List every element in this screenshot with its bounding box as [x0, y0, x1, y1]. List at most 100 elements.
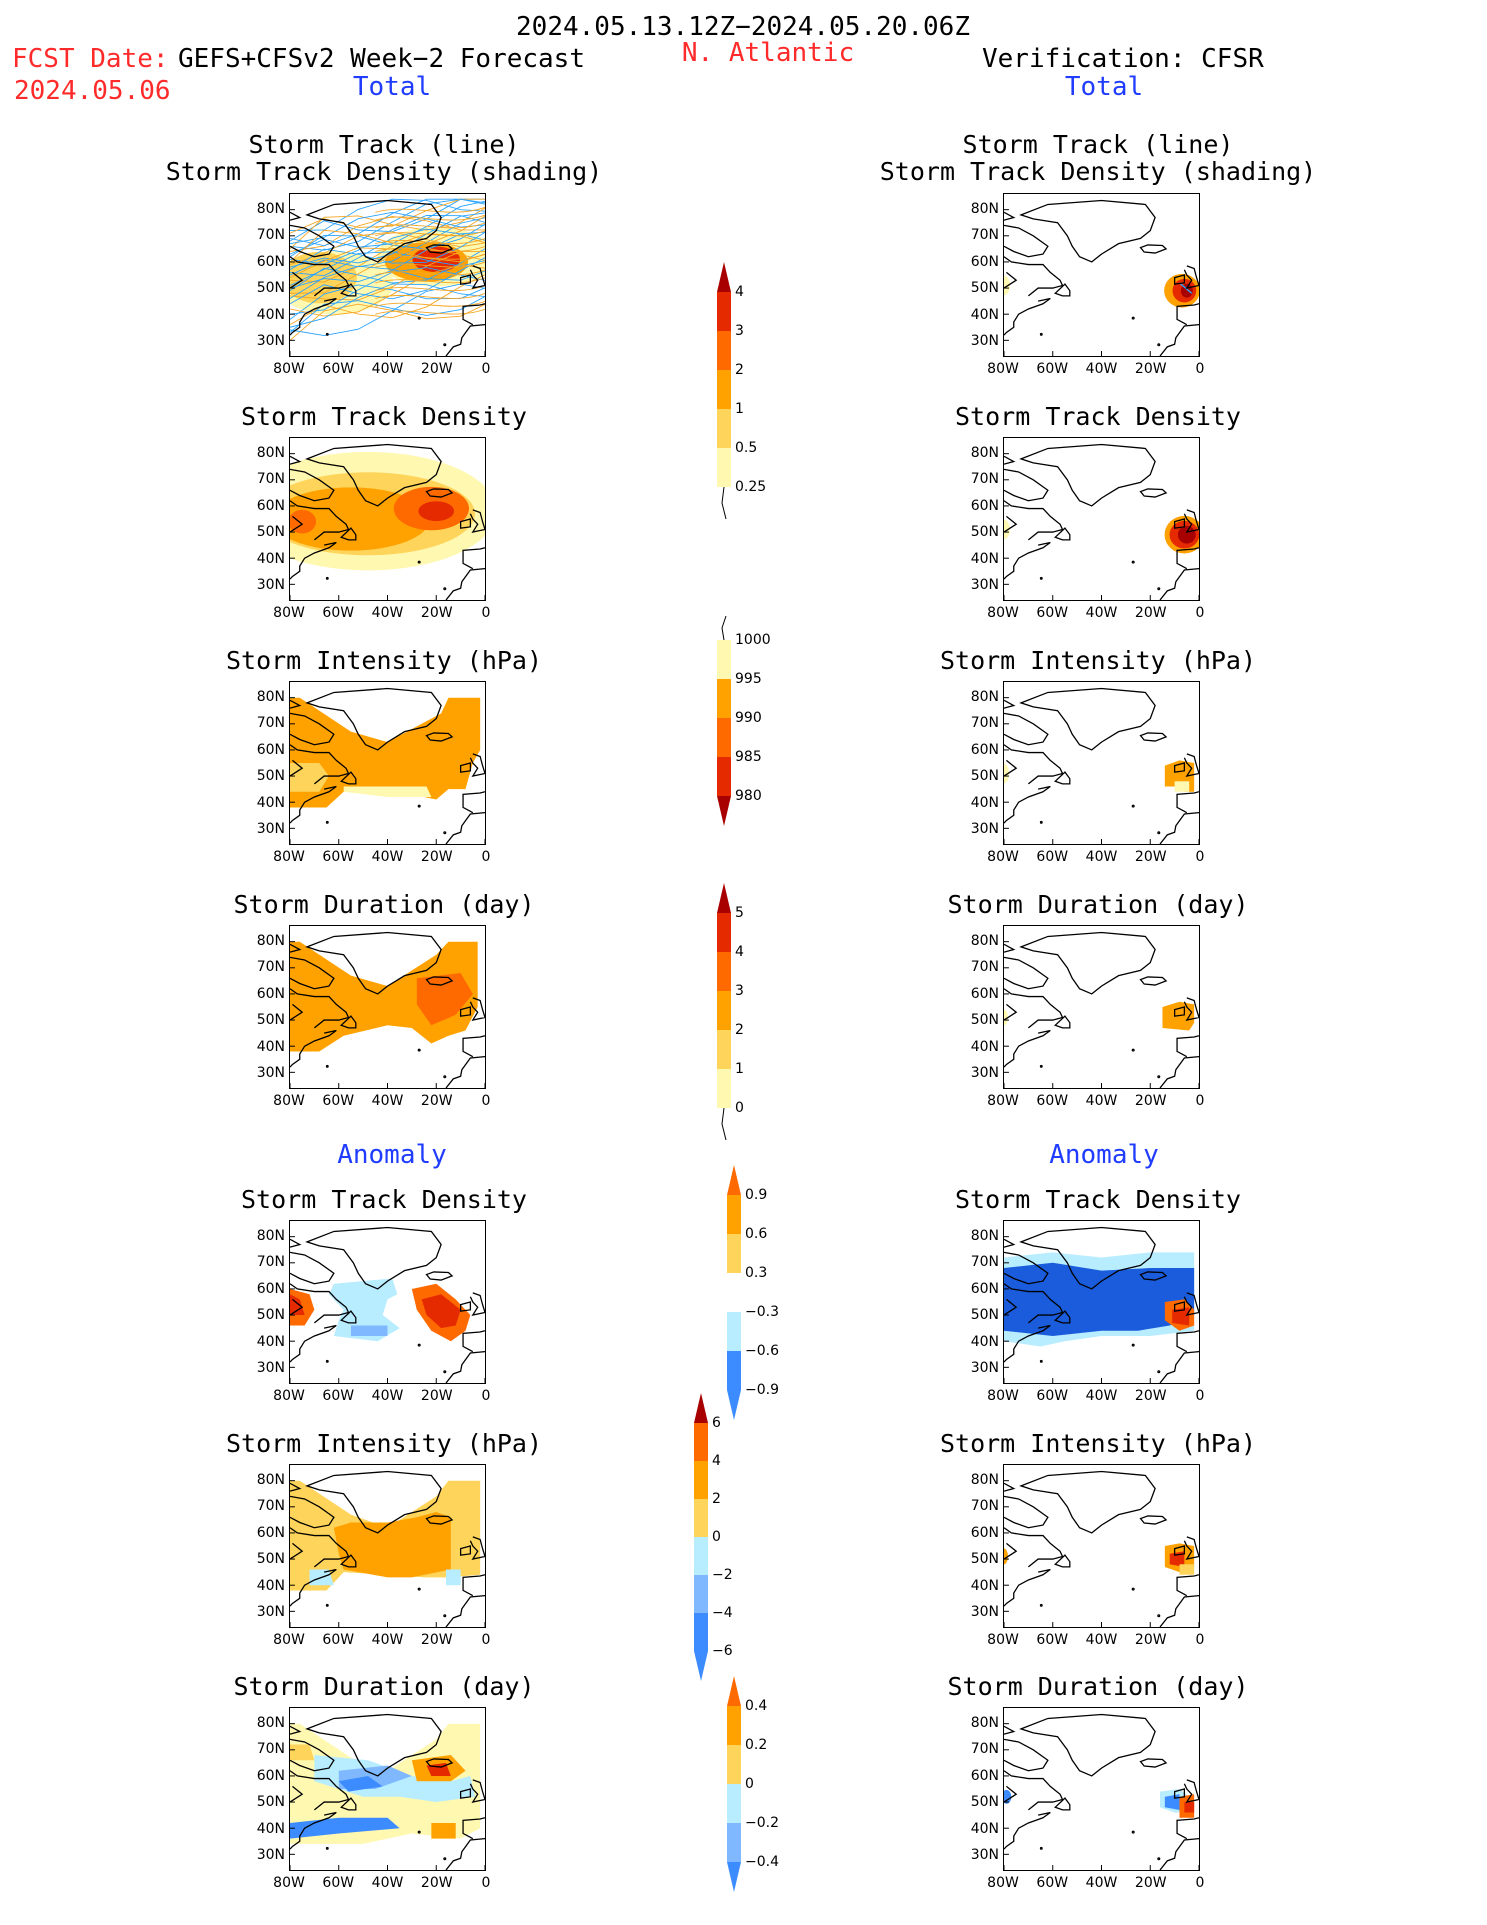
lon-tick-label: 0: [481, 361, 491, 377]
lon-tick-label: 0: [481, 1875, 491, 1891]
lat-tick-label: 40N: [256, 1333, 285, 1350]
anomaly-left-label: Anomaly: [337, 1140, 447, 1170]
coastline: [290, 443, 485, 600]
lon-tick-label: 60W: [1036, 361, 1069, 377]
map-plot: [1004, 443, 1199, 600]
colorbar-label: −0.3: [745, 1304, 779, 1320]
colorbar-label: 985: [735, 749, 762, 765]
title-obs-track-line: Storm Track (line): [962, 130, 1234, 159]
map-plot: [1004, 1470, 1199, 1627]
lon-tick-label: 60W: [1036, 1632, 1069, 1648]
colorbar-segment: [727, 1706, 741, 1745]
colorbar-segment: [727, 1273, 741, 1312]
lat-tick-label: 80N: [970, 1714, 999, 1731]
map-plot: [1004, 1226, 1199, 1383]
lat-tick-label: 40N: [256, 550, 285, 567]
lat-tick-label: 60N: [970, 1524, 999, 1541]
lat-tick-label: 70N: [970, 1254, 999, 1271]
verification-label: Verification: CFSR: [982, 44, 1264, 74]
lon-tick-label: 40W: [1085, 1388, 1118, 1404]
map-fcst-anom-intensity: [289, 1464, 486, 1628]
lat-tick-label: 60N: [970, 253, 999, 270]
colorbar-segment: [717, 331, 731, 370]
lat-tick-label: 80N: [970, 1471, 999, 1488]
shade-region: [1172, 1307, 1190, 1326]
colorbar-label: 0.25: [735, 479, 767, 495]
coastline: [290, 199, 485, 356]
lon-tick-label: 20W: [420, 361, 453, 377]
lat-tick-label: 50N: [970, 1012, 999, 1029]
colorbar-label: 4: [712, 1453, 721, 1469]
colorbar-segment: [727, 1745, 741, 1784]
lon-tick-label: 20W: [420, 1388, 453, 1404]
lon-tick-label: 60W: [1036, 849, 1069, 865]
colorbar-label: 990: [735, 710, 762, 726]
colorbar-label: 0.6: [745, 1226, 768, 1242]
shade-region: [446, 1569, 461, 1586]
total-left-label: Total: [352, 72, 432, 102]
lon-tick-label: 20W: [420, 1875, 453, 1891]
coastline: [1004, 443, 1199, 600]
lat-tick-label: 70N: [970, 1741, 999, 1758]
coastline: [290, 1713, 485, 1870]
title-obs-anom-density: Storm Track Density: [955, 1185, 1241, 1214]
lon-tick-label: 80W: [987, 1875, 1019, 1891]
lat-tick-label: 40N: [256, 1577, 285, 1594]
lat-tick-label: 40N: [256, 1820, 285, 1837]
lon-tick-label: 60W: [322, 849, 355, 865]
colorbar-label: 2: [712, 1491, 721, 1507]
lon-tick-label: 0: [481, 1632, 491, 1648]
lon-tick-label: 80W: [987, 1388, 1019, 1404]
colorbar-bottom-arrow: [694, 1651, 708, 1681]
map-fcst-duration: [289, 925, 486, 1089]
lat-tick-label: 80N: [256, 1227, 285, 1244]
shade-region: [343, 786, 432, 797]
coastline: [290, 1470, 485, 1627]
lon-tick-label: 80W: [273, 361, 305, 377]
colorbar-segment: [717, 409, 731, 448]
lon-tick-label: 0: [1195, 361, 1205, 377]
lat-tick-label: 70N: [256, 1498, 285, 1515]
map-plot: [290, 931, 485, 1088]
colorbar-segment: [717, 1030, 731, 1069]
fcst-date-value: 2024.05.06: [14, 76, 171, 106]
colorbar-segment: [717, 370, 731, 409]
shade-region: [1184, 1802, 1195, 1813]
lat-tick-label: 40N: [256, 794, 285, 811]
map-fcst-intensity: [289, 681, 486, 845]
lon-tick-label: 0: [1195, 1632, 1205, 1648]
lat-tick-label: 80N: [256, 444, 285, 461]
colorbar-segment: [694, 1537, 708, 1575]
lon-tick-label: 0: [481, 1388, 491, 1404]
lon-tick-label: 40W: [1085, 849, 1118, 865]
lon-tick-label: 60W: [1036, 1875, 1069, 1891]
colorbar-label: 3: [735, 983, 744, 999]
colorbar-segment: [694, 1613, 708, 1651]
shade-region: [290, 1817, 400, 1839]
shade-region: [290, 1744, 315, 1761]
colorbar-label: −0.4: [745, 1854, 779, 1870]
lon-tick-label: 60W: [322, 1875, 355, 1891]
colorbar-label: 5: [735, 905, 744, 921]
lon-tick-label: 60W: [1036, 1093, 1069, 1109]
colorbar-label: 6: [712, 1415, 721, 1431]
colorbar-label: 2: [735, 1022, 744, 1038]
colorbar-segment: [694, 1575, 708, 1613]
colorbar-label: 1: [735, 1061, 744, 1077]
storm-track-lines: [290, 198, 485, 341]
shade-blob: [1004, 1548, 1008, 1565]
shade-region: [350, 1325, 388, 1336]
lat-tick-label: 40N: [970, 1333, 999, 1350]
shade-blob: [418, 501, 455, 522]
lat-tick-label: 70N: [256, 1254, 285, 1271]
shade-region: [431, 1822, 456, 1839]
lat-tick-label: 60N: [970, 1280, 999, 1297]
coastline: [290, 1226, 485, 1383]
lat-tick-label: 50N: [256, 1307, 285, 1324]
lat-tick-label: 70N: [256, 1741, 285, 1758]
colorbar-segment: [717, 292, 731, 331]
lat-tick-label: 30N: [970, 1360, 999, 1377]
colorbar-top-arrow: [694, 1393, 708, 1423]
colorbar-label: 1: [735, 401, 744, 417]
map-plot: [290, 1470, 485, 1627]
